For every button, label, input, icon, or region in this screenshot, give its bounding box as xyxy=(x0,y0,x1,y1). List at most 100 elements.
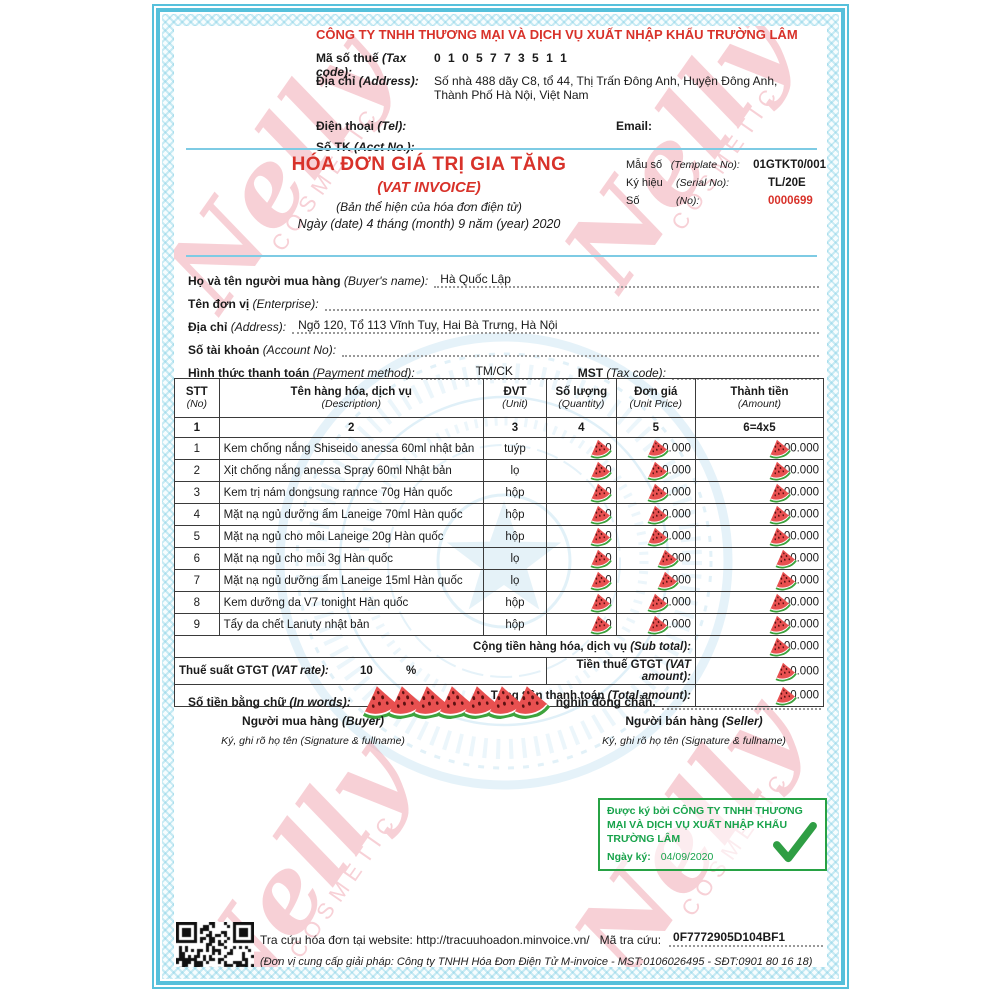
subtotal-row: Cộng tiền hàng hóa, dịch vụ (Sub total):… xyxy=(174,635,825,658)
invoice-title-block: HÓA ĐƠN GIÁ TRỊ GIA TĂNG (VAT INVOICE) (… xyxy=(229,154,629,231)
template-label: Mẫu số xyxy=(626,159,663,171)
vat-amount: 0.000 xyxy=(694,657,825,685)
item-quantity: 0 xyxy=(546,591,617,615)
amount-in-words-row: Số tiền bằng chữ (In words): nghìn đồng … xyxy=(188,685,821,719)
watermelon-sticker xyxy=(765,613,792,637)
item-no: 1 xyxy=(174,437,220,460)
item-amount: 00.000 xyxy=(694,437,825,460)
item-amount: 00.000 xyxy=(694,613,825,637)
provider-line: (Đơn vị cung cấp giải pháp: Công ty TNHH… xyxy=(260,956,813,967)
table-row: 2 Xịt chống nắng anessa Spray 60ml Nhật b… xyxy=(174,459,825,483)
buyer-signature-note: Ký, ghi rõ họ tên (Signature & fullname) xyxy=(221,735,405,747)
address-value: Số nhà 488 dãy C8, tổ 44, Thị Trấn Đông … xyxy=(434,74,778,102)
items-table: STT (No) Tên hàng hóa, dịch vụ (Descriptio… xyxy=(174,378,825,707)
item-unit-price: 0.000 xyxy=(615,437,696,460)
tax-code-row: Mã số thuế (Tax code): 0 1 0 5 7 7 3 5 1… xyxy=(316,51,569,79)
in-words-dotted-line xyxy=(661,694,821,710)
item-quantity: 0 xyxy=(546,481,617,505)
item-quantity: 0 xyxy=(546,437,617,461)
template-value: 01GTKT0/001 xyxy=(753,159,826,171)
address-label-en: (Address): xyxy=(358,74,419,88)
item-quantity: 0 xyxy=(546,503,617,526)
col-index: 2 xyxy=(218,417,484,438)
watermelon-sticker xyxy=(765,459,792,483)
col-unit-price: Đơn giá (Unit Price) xyxy=(615,378,696,418)
item-unit: tuýp xyxy=(482,437,548,460)
item-no: 9 xyxy=(174,613,220,636)
serial-label-en: (Serial No): xyxy=(676,177,730,189)
item-unit: hộp xyxy=(482,525,548,548)
watermelon-sticker xyxy=(765,503,792,527)
page-inner-border: Nelly COSMETIC Nelly COSMETIC TM Nel xyxy=(156,8,845,985)
template-no-row: Mẫu số (Template No): 01GTKT0/001 xyxy=(626,159,826,171)
col-amount: Thành tiền (Amount) xyxy=(694,378,825,418)
item-quantity: 0 xyxy=(546,459,617,482)
buyer-name-label-en: (Buyer's name): xyxy=(343,274,429,288)
item-no: 2 xyxy=(174,459,220,482)
buyer-name-value: Hà Quốc Lập xyxy=(434,272,819,288)
item-description: Mặt nạ ngủ cho môi 3g Hàn quốc xyxy=(218,547,484,570)
item-unit: lọ xyxy=(482,547,548,570)
watermelon-sticker xyxy=(771,569,798,593)
item-amount: 00.000 xyxy=(694,591,825,614)
item-description: Mặt nạ ngủ cho môi Laneige 20g Hàn quốc xyxy=(218,525,484,548)
item-amount: 0.000 xyxy=(694,547,825,571)
buyer-account-label: Số tài khoản xyxy=(188,343,260,357)
enterprise-value xyxy=(324,309,819,311)
item-amount: 00.000 xyxy=(694,525,825,548)
payment-label-en: (Payment method): xyxy=(312,366,415,380)
table-row: 5 Mặt nạ ngủ cho môi Laneige 20g Hàn quốc… xyxy=(174,525,825,548)
mst-label: MST xyxy=(577,366,604,380)
address-label: Địa chỉ xyxy=(316,74,356,88)
item-unit-price: 000 xyxy=(615,547,696,571)
item-quantity: 0 xyxy=(546,613,617,636)
watermelon-sticker xyxy=(586,437,613,461)
no-label: Số xyxy=(626,195,640,207)
vat-row: Thuế suất GTGT (VAT rate): 10 % Tiền thu… xyxy=(174,657,825,685)
column-index-row: 1 2 3 4 5 6=4x5 xyxy=(174,417,825,438)
item-quantity: 0 xyxy=(546,569,617,592)
watermelon-sticker xyxy=(771,547,798,571)
buyer-account-value xyxy=(342,355,819,357)
enterprise-row: Tên đơn vị (Enterprise): xyxy=(188,291,819,311)
col-unit: ĐVT (Unit) xyxy=(482,378,548,418)
item-unit-price: 000 xyxy=(615,569,696,592)
phone-email-row: Điện thoại (Tel): Email: xyxy=(316,119,652,133)
col-description: Tên hàng hóa, dịch vụ (Description) xyxy=(218,378,484,418)
vat-rate-percent: % xyxy=(405,665,417,677)
in-words-label-en: (In words): xyxy=(289,694,351,709)
phone-label: Điện thoại xyxy=(316,119,375,133)
col-no: STT (No) xyxy=(174,378,220,418)
watermelon-sticker xyxy=(586,591,613,615)
account-label: Số TK xyxy=(316,140,351,154)
company-name: CÔNG TY TNHH THƯƠNG MẠI VÀ DỊCH VỤ XUẤT … xyxy=(316,27,798,42)
tax-code-label: Mã số thuế xyxy=(316,51,379,65)
watermelon-sticker xyxy=(653,547,680,571)
invoice-no-row: Số (No): 0000699 xyxy=(626,195,826,207)
tax-code-value: 0 1 0 5 7 7 3 5 1 1 xyxy=(434,51,569,65)
table-row: 1 Kem chống nắng Shiseido anessa 60ml nhậ… xyxy=(174,437,825,461)
col-index: 5 xyxy=(615,417,696,438)
invoice-number: 0000699 xyxy=(768,195,813,207)
digital-signature-text: Được ký bởi CÔNG TY TNHH THƯƠNG MẠI VÀ D… xyxy=(607,805,803,845)
in-words-tail: nghìn đồng chẵn. xyxy=(555,694,656,709)
vat-rate-cell: Thuế suất GTGT (VAT rate): 10 % xyxy=(174,657,548,685)
separator-line-buyer xyxy=(186,255,817,257)
e-invoice-note: (Bản thể hiện của hóa đơn điện tử) xyxy=(336,200,522,214)
invoice-page: Nelly COSMETIC Nelly COSMETIC TM Nel xyxy=(152,4,849,989)
item-amount: 00.000 xyxy=(694,481,825,504)
item-no: 3 xyxy=(174,481,220,504)
serial-value: TL/20E xyxy=(768,177,806,189)
item-unit-price: 0.000 xyxy=(615,459,696,482)
item-description: Kem dưỡng da V7 tonight Hàn quốc xyxy=(218,591,484,614)
item-amount: 00.000 xyxy=(694,503,825,527)
item-quantity: 0 xyxy=(546,547,617,570)
subtotal-amount: 00.000 xyxy=(694,635,825,658)
watermelon-sticker xyxy=(586,481,613,505)
vat-amount-label-cell: Tiền thuế GTGT (VAT amount): xyxy=(546,657,696,685)
serial-label: Ký hiệu xyxy=(626,177,663,189)
